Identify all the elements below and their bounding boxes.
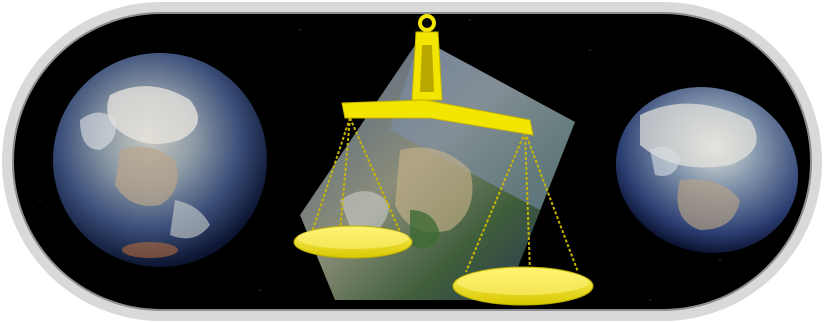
ellipsoid-earth [615, 86, 799, 254]
balance-scale [293, 14, 594, 306]
spherical-earth [53, 53, 267, 267]
